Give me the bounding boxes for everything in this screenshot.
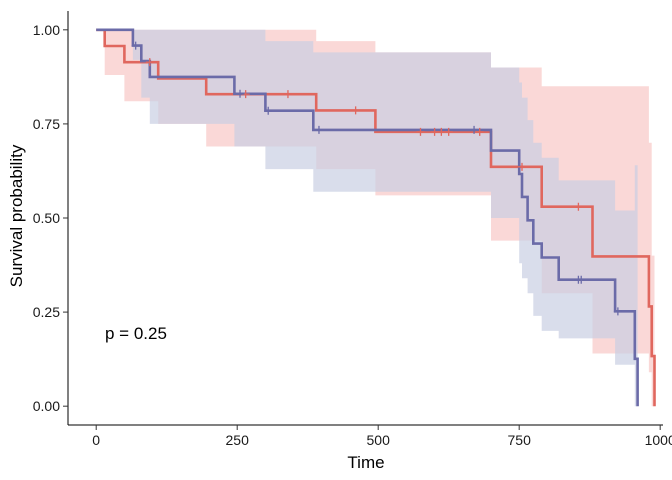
censor-mark-series-1: [416, 127, 425, 136]
censor-mark-series-1: [283, 90, 292, 99]
y-axis-title: Survival probability: [7, 144, 26, 287]
ci-band-series-2: [96, 29, 638, 407]
censor-mark-series-2: [613, 307, 622, 316]
y-tick-label: 0.50: [33, 210, 60, 226]
x-tick-label: 250: [226, 432, 250, 448]
x-tick-label: 1000: [645, 432, 672, 448]
censor-mark-series-1: [574, 202, 583, 211]
censor-mark-series-1: [518, 162, 527, 171]
censor-mark-series-1: [475, 127, 484, 136]
survival-line-series-2: [96, 28, 639, 407]
censor-mark-series-1: [351, 106, 360, 115]
censor-mark-series-2: [236, 89, 245, 98]
survival-line-series-1: [96, 28, 656, 407]
x-axis-title: Time: [347, 453, 384, 472]
x-tick-label: 500: [367, 432, 391, 448]
y-tick-label: 1.00: [33, 22, 60, 38]
censor-mark-series-2: [470, 125, 479, 134]
censor-mark-series-1: [145, 58, 154, 67]
p-value-annotation: p = 0.25: [105, 324, 167, 343]
censor-mark-series-2: [264, 106, 273, 115]
y-tick-label: 0.25: [33, 304, 60, 320]
censor-mark-series-2: [314, 125, 323, 134]
survival-curves: [96, 28, 656, 407]
censor-mark-series-1: [437, 127, 446, 136]
y-tick-label: 0.00: [33, 398, 60, 414]
confidence-bands: [96, 29, 655, 407]
censor-mark-series-1: [430, 127, 439, 136]
censor-mark-series-2: [131, 41, 140, 50]
censor-mark-series-1: [444, 127, 453, 136]
x-tick-label: 750: [508, 432, 532, 448]
axes: 0 250 500 750 1000 0.00 0.25 0.50 0.75 1.00: [33, 11, 672, 448]
y-tick-label: 0.75: [33, 116, 60, 132]
censor-mark-series-2: [577, 275, 586, 284]
censor-marks: [131, 41, 622, 316]
x-tick-label: 0: [92, 432, 100, 448]
